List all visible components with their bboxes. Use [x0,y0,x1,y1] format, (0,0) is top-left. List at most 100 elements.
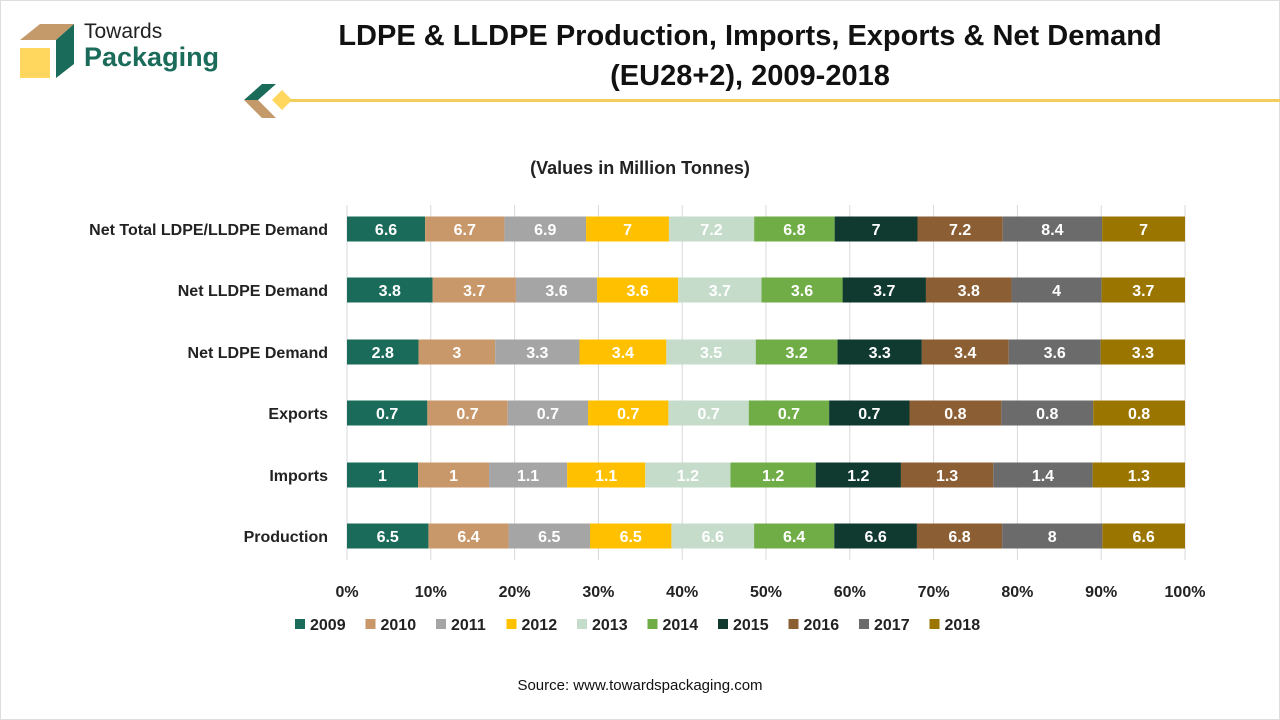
bar-segment-2009 [347,339,419,365]
bar-segment-2015 [837,339,922,365]
bar-segment-2015 [834,216,918,242]
legend-label: 2012 [522,617,558,634]
bar-segment-2014 [730,462,816,488]
data-label: 0.7 [697,406,719,423]
bar-segment-2012 [586,216,669,242]
chart-title: LDPE & LLDPE Production, Imports, Export… [300,16,1200,96]
bar-segment-2009 [347,523,429,549]
title-line2: (EU28+2), 2009-2018 [610,60,890,92]
x-tick-label: 100% [1165,584,1206,601]
category-label: Exports [268,406,328,423]
data-label: 3.8 [958,283,980,300]
category-label: Imports [269,468,328,485]
x-tick-label: 50% [750,584,782,601]
bar-segment-2012 [567,462,646,488]
bar-segment-2012 [579,339,667,365]
data-label: 6.5 [620,529,642,546]
x-tick-label: 20% [499,584,531,601]
x-tick-label: 80% [1001,584,1033,601]
bar-segment-2014 [754,523,835,549]
data-label: 0.7 [456,406,478,423]
bar-segment-2016 [925,277,1012,303]
legend-swatch [436,619,446,629]
data-label: 3.6 [545,283,567,300]
data-label: 6.5 [377,529,399,546]
bar-segment-2010 [425,216,505,242]
bar-segment-2010 [432,277,516,303]
bar-segment-2017 [1011,277,1102,303]
data-label: 0.8 [1036,406,1058,423]
data-label: 1.1 [595,468,617,485]
bar-segment-2013 [671,523,755,549]
bar-segment-2013 [668,400,749,426]
data-label: 0.7 [858,406,880,423]
bar-segment-2013 [666,339,756,365]
bar-segment-2014 [754,216,835,242]
bar-segment-2014 [761,277,843,303]
data-label: 3.7 [463,283,485,300]
bar-segment-2013 [668,216,755,242]
category-label: Net Total LDPE/LLDPE Demand [89,222,328,239]
bar-segment-2009 [347,462,419,488]
data-label: 7 [623,222,632,239]
bar-segment-2009 [347,277,433,303]
bar-segment-2012 [590,523,672,549]
legend-label: 2011 [451,617,486,634]
decorative-divider-icon [244,84,1280,118]
data-label: 8.4 [1041,222,1063,239]
bar-segment-2015 [829,400,910,426]
bar-segment-2012 [588,400,669,426]
legend-swatch [788,619,799,629]
bar-segment-2009 [347,216,426,242]
title-line1: LDPE & LLDPE Production, Imports, Export… [338,20,1162,52]
x-tick-label: 30% [582,584,614,601]
data-label: 4 [1052,283,1061,300]
legend-swatch [295,619,305,629]
legend-label: 2018 [945,617,981,634]
bar-segment-2018 [1102,216,1185,242]
data-label: 6.8 [783,222,805,239]
data-label: 3.6 [626,283,648,300]
data-label: 7 [1139,222,1148,239]
bar-segment-2017 [1002,216,1103,242]
data-label: 3.6 [791,283,813,300]
bar-segment-2011 [504,216,587,242]
data-label: 2.8 [372,345,394,362]
legend-label: 2009 [310,617,346,634]
bar-segment-2017 [1001,400,1094,426]
legend-swatch [647,619,658,629]
legend-label: 2015 [733,617,769,634]
bar-segment-2010 [428,523,509,549]
bar-segment-2009 [347,400,428,426]
data-label: 0.7 [376,406,398,423]
data-label: 3.5 [700,345,722,362]
data-label: 6.9 [534,222,556,239]
bar-segment-2011 [507,400,589,426]
legend-swatch [859,619,869,629]
data-label: 1 [378,468,387,485]
bar-segment-2013 [645,462,731,488]
data-label: 6.5 [538,529,560,546]
data-label: 0.7 [617,406,639,423]
bar-segment-2010 [418,339,496,365]
bar-segment-2011 [515,277,598,303]
data-label: 1.2 [677,468,699,485]
bar-segment-2018 [1100,339,1185,365]
data-label: 3.4 [612,345,634,362]
data-label: 0.8 [944,406,966,423]
data-label: 6.7 [454,222,476,239]
brand-line1: Towards [84,20,163,43]
category-label: Net LLDPE Demand [178,283,328,300]
legend-swatch [506,619,517,629]
data-label: 3 [452,345,461,362]
bar-segment-2018 [1102,523,1185,549]
data-label: 3.3 [869,345,891,362]
legend-label: 2017 [874,617,910,634]
bar-segment-2011 [495,339,580,365]
bar-segment-2011 [508,523,591,549]
x-tick-label: 0% [335,584,358,601]
data-label: 1.3 [936,468,958,485]
data-label: 3.7 [709,283,731,300]
data-label: 3.3 [526,345,548,362]
